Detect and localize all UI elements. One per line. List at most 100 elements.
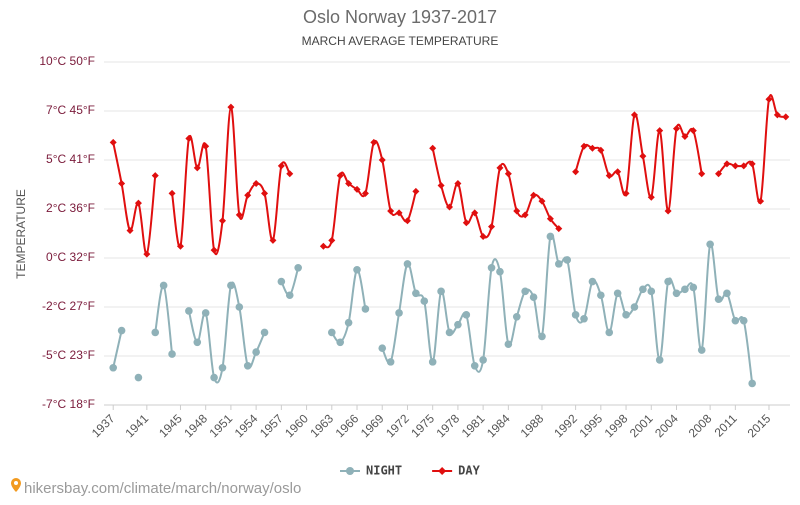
point bbox=[109, 138, 117, 146]
point bbox=[664, 277, 672, 286]
series-line bbox=[574, 113, 703, 212]
point bbox=[630, 111, 638, 119]
point bbox=[176, 242, 184, 250]
x-tick-label: 1951 bbox=[206, 411, 235, 440]
point bbox=[496, 267, 504, 276]
point bbox=[243, 362, 252, 370]
point bbox=[218, 363, 227, 372]
point bbox=[454, 320, 462, 329]
point bbox=[698, 170, 706, 178]
x-tick-label: 1981 bbox=[459, 411, 488, 440]
point bbox=[210, 373, 218, 382]
point bbox=[319, 242, 327, 250]
x-tick-label: 1963 bbox=[307, 411, 336, 440]
point bbox=[201, 309, 210, 317]
y-tick-label: 10°C 50°F bbox=[39, 54, 95, 68]
point bbox=[294, 264, 302, 272]
point bbox=[227, 281, 235, 290]
point bbox=[143, 250, 151, 258]
point bbox=[715, 170, 723, 178]
point bbox=[210, 246, 218, 254]
legend-swatch-marker bbox=[438, 467, 447, 475]
legend-item: DAY bbox=[432, 464, 481, 478]
point bbox=[471, 209, 479, 217]
point bbox=[378, 156, 386, 164]
point bbox=[673, 125, 680, 133]
point bbox=[454, 180, 462, 188]
point bbox=[773, 111, 781, 119]
point bbox=[571, 311, 580, 319]
point bbox=[681, 285, 689, 294]
pin-icon bbox=[11, 478, 21, 492]
point bbox=[353, 265, 361, 274]
point bbox=[118, 180, 126, 188]
point bbox=[706, 240, 714, 249]
point bbox=[462, 311, 471, 319]
point bbox=[723, 289, 731, 298]
x-tick-label: 1957 bbox=[257, 411, 286, 440]
point bbox=[588, 277, 597, 286]
point bbox=[731, 316, 740, 325]
point bbox=[117, 326, 126, 335]
point bbox=[395, 209, 403, 217]
point bbox=[428, 358, 437, 366]
point bbox=[353, 185, 361, 193]
y-tick-label: 0°C 32°F bbox=[46, 250, 95, 264]
point bbox=[689, 283, 698, 292]
x-tick-label: 2001 bbox=[627, 411, 656, 440]
point bbox=[269, 236, 277, 244]
point bbox=[782, 113, 790, 121]
point bbox=[134, 199, 142, 207]
point bbox=[765, 95, 773, 103]
point bbox=[219, 217, 226, 225]
series-day bbox=[109, 94, 790, 258]
point bbox=[403, 217, 411, 225]
point bbox=[647, 193, 655, 201]
point bbox=[126, 227, 134, 235]
point bbox=[387, 207, 395, 215]
x-tick-label: 1937 bbox=[89, 411, 118, 440]
point bbox=[521, 211, 529, 219]
point bbox=[235, 303, 244, 311]
point bbox=[261, 189, 269, 197]
point bbox=[496, 164, 504, 172]
x-tick-label: 2004 bbox=[652, 411, 681, 440]
point bbox=[286, 170, 294, 178]
point bbox=[412, 289, 420, 298]
point bbox=[345, 180, 353, 188]
point bbox=[235, 211, 243, 219]
point bbox=[479, 232, 487, 240]
x-tick-label: 2015 bbox=[745, 411, 774, 440]
x-tick-label: 2011 bbox=[712, 411, 740, 439]
point bbox=[630, 303, 639, 311]
point bbox=[361, 305, 370, 313]
x-tick-label: 1978 bbox=[433, 411, 462, 440]
point bbox=[622, 189, 630, 197]
point bbox=[656, 127, 664, 135]
chart-subtitle: MARCH AVERAGE TEMPERATURE bbox=[302, 34, 499, 48]
point bbox=[336, 172, 344, 180]
series-line bbox=[187, 281, 266, 384]
point bbox=[429, 144, 437, 152]
point bbox=[588, 144, 596, 152]
point bbox=[739, 316, 748, 325]
point bbox=[639, 285, 647, 294]
point bbox=[647, 287, 656, 296]
point bbox=[378, 344, 387, 352]
point bbox=[252, 348, 260, 356]
point bbox=[445, 328, 454, 337]
point bbox=[757, 197, 765, 205]
x-tick-label: 1941 bbox=[122, 411, 151, 440]
point bbox=[244, 191, 252, 199]
point bbox=[529, 293, 538, 302]
point bbox=[470, 362, 479, 370]
point bbox=[328, 236, 336, 244]
legend-item: NIGHT bbox=[340, 464, 402, 478]
point bbox=[538, 332, 546, 341]
point bbox=[487, 264, 496, 272]
point bbox=[597, 146, 605, 154]
point bbox=[546, 215, 554, 223]
point bbox=[370, 138, 378, 146]
y-tick-label: 7°C 45°F bbox=[46, 103, 95, 117]
series-line bbox=[112, 330, 123, 368]
